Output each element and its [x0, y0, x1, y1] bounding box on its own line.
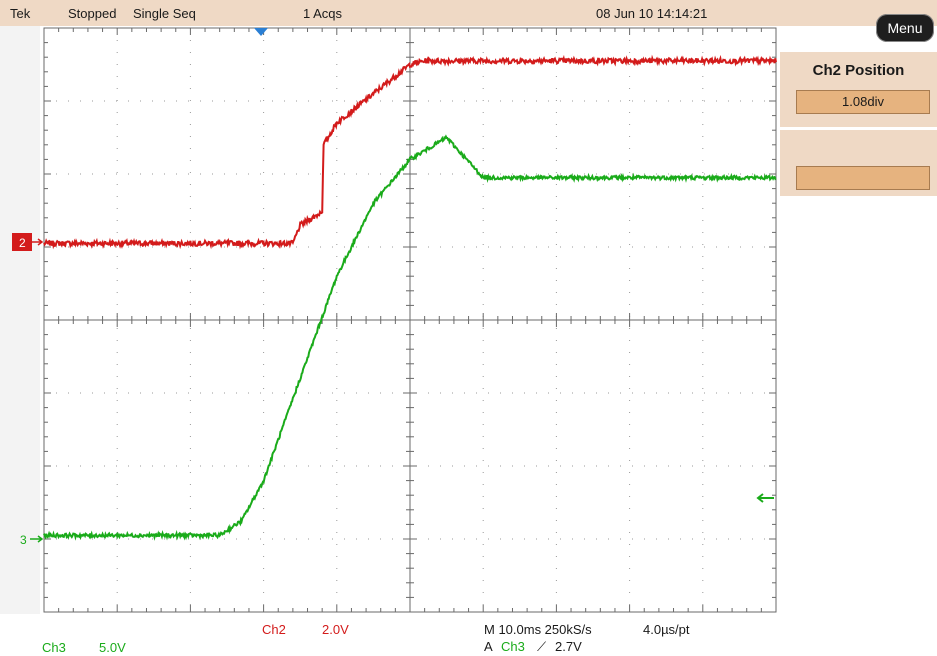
side-menu-field-2[interactable] [796, 166, 930, 190]
ch2-scale: 2.0V [322, 622, 349, 637]
ch3-marker-label: 3 [20, 533, 27, 547]
acquisition-count: 1 Acqs [303, 6, 343, 21]
record-readout: 4.0µs/pt [643, 622, 690, 637]
ch3-scale: 5.0V [99, 640, 126, 655]
side-menu-title: Ch2 Position [812, 62, 905, 79]
ch2-position-field[interactable]: 1.08div [796, 90, 930, 114]
status-bar: Tek Stopped Single Seq 1 Acqs 08 Jun 10 … [0, 0, 937, 26]
trigger-position-marker [254, 28, 268, 36]
brand-label: Tek [10, 6, 31, 21]
menu-button[interactable]: Menu [876, 14, 934, 42]
trace-ch3 [43, 134, 777, 541]
ch3-ground-marker[interactable]: 3 [20, 533, 44, 547]
side-menu-divider [780, 127, 937, 130]
trigger-level-marker [756, 493, 774, 503]
date-time: 08 Jun 10 14:14:21 [596, 6, 708, 21]
trigger-level: 2.7V [555, 639, 582, 654]
timebase-readout: M 10.0ms 250kS/s [484, 622, 592, 637]
trigger-prefix: A [484, 639, 493, 654]
ch2-marker-label: 2 [19, 236, 26, 250]
trace-ch2 [43, 54, 777, 250]
trigger-source: Ch3 [501, 639, 525, 654]
marker-strip [0, 26, 40, 614]
ch2-label: Ch2 [262, 622, 286, 637]
graticule [43, 27, 777, 613]
ch2-ground-marker[interactable]: 2 [12, 233, 44, 251]
ch3-label: Ch3 [42, 640, 66, 655]
side-menu: Ch2 Position 1.08div [780, 52, 937, 196]
trigger-slope-icon: ⟋ [537, 639, 547, 654]
run-state: Stopped [68, 6, 117, 21]
acquisition-mode: Single Seq [133, 6, 196, 21]
